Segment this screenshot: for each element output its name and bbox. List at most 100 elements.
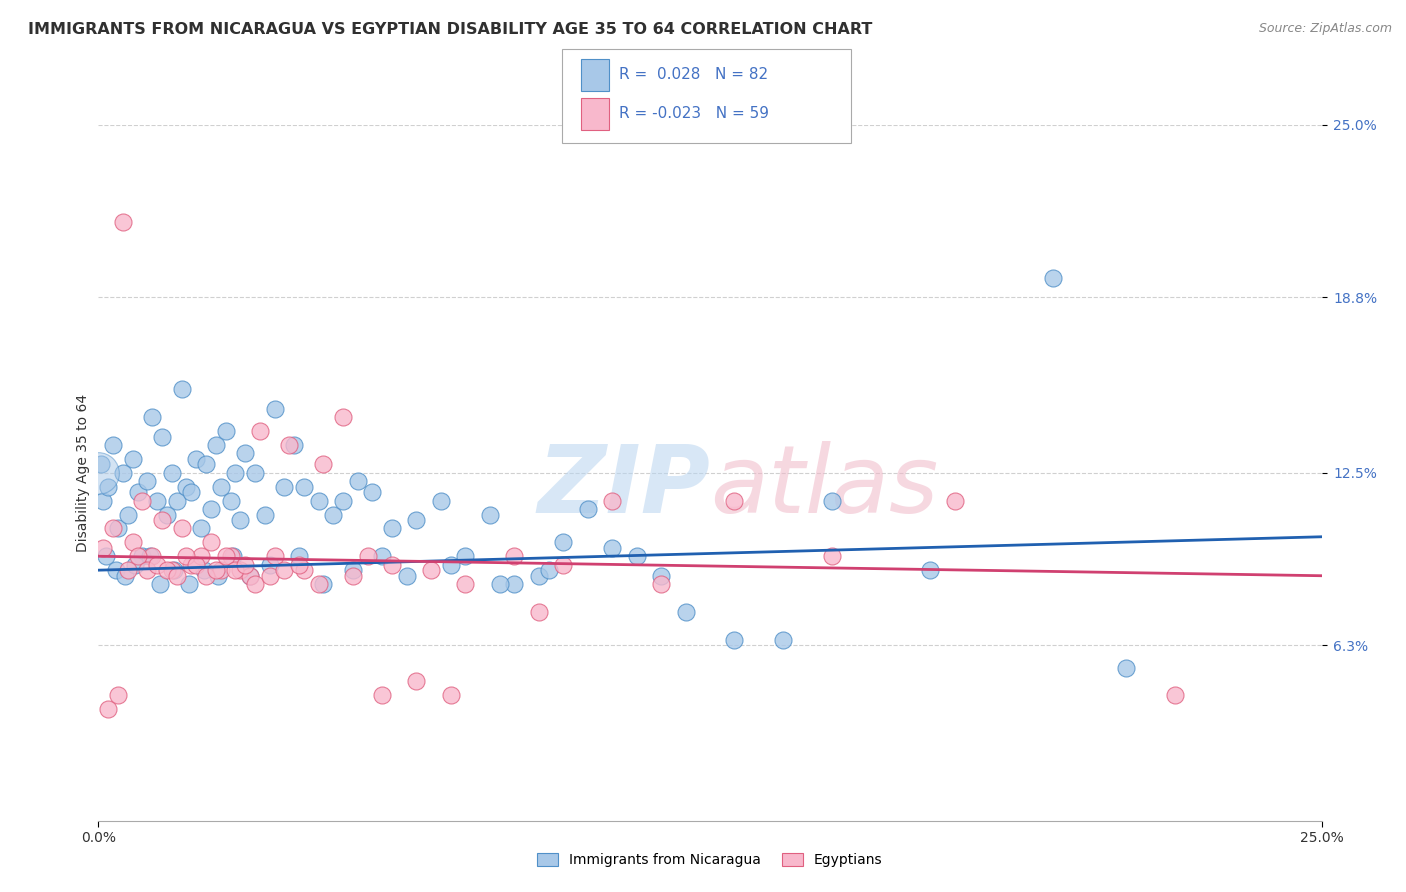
Point <box>107 521 129 535</box>
Point <box>190 521 212 535</box>
Point <box>166 568 188 582</box>
Point <box>454 549 477 564</box>
Point <box>488 577 510 591</box>
Point <box>229 513 252 527</box>
Point <box>190 549 212 564</box>
Point <box>214 424 236 438</box>
Point <box>219 493 242 508</box>
Text: R =  0.028   N = 82: R = 0.028 N = 82 <box>619 67 768 82</box>
Point <box>117 508 139 522</box>
Point <box>405 513 427 527</box>
Point <box>342 563 364 577</box>
Text: R = -0.023   N = 59: R = -0.023 N = 59 <box>619 106 769 121</box>
Point <box>278 438 301 452</box>
Text: ZIP: ZIP <box>537 441 710 533</box>
Point <box>440 689 463 703</box>
Point <box>943 493 966 508</box>
Point <box>90 458 112 472</box>
Point <box>146 493 169 508</box>
Point <box>371 689 394 703</box>
Point <box>292 563 315 577</box>
Point <box>553 535 575 549</box>
Point <box>176 480 198 494</box>
Point <box>503 577 526 591</box>
Point <box>97 480 120 494</box>
Text: IMMIGRANTS FROM NICARAGUA VS EGYPTIAN DISABILITY AGE 35 TO 64 CORRELATION CHART: IMMIGRANTS FROM NICARAGUA VS EGYPTIAN DI… <box>28 22 873 37</box>
Y-axis label: Disability Age 35 to 64: Disability Age 35 to 64 <box>76 393 90 552</box>
Point <box>312 577 335 591</box>
Point <box>166 493 188 508</box>
Point <box>273 480 295 494</box>
Point <box>553 558 575 572</box>
Point <box>920 563 942 577</box>
Point <box>177 577 200 591</box>
Point <box>478 508 501 522</box>
Point <box>170 382 193 396</box>
Point <box>94 549 117 564</box>
Point <box>170 521 193 535</box>
Point <box>381 558 404 572</box>
Point <box>156 563 179 577</box>
Point <box>273 563 295 577</box>
Point <box>537 563 560 577</box>
Text: atlas: atlas <box>710 442 938 533</box>
Point <box>395 568 418 582</box>
Point <box>420 563 443 577</box>
Point <box>600 541 623 555</box>
Point <box>723 632 745 647</box>
Point <box>121 451 143 466</box>
Point <box>454 577 477 591</box>
Point <box>600 493 623 508</box>
Point <box>101 521 124 535</box>
Point <box>209 563 232 577</box>
Point <box>186 451 208 466</box>
Point <box>821 493 844 508</box>
Point <box>200 535 222 549</box>
Point <box>233 446 256 460</box>
Point <box>131 549 153 564</box>
Point <box>219 549 242 564</box>
Point <box>193 563 215 577</box>
Point <box>332 410 354 425</box>
Point <box>136 563 159 577</box>
Point <box>111 466 134 480</box>
Point <box>224 563 246 577</box>
Point <box>243 466 266 480</box>
Point <box>527 568 550 582</box>
Point <box>229 563 252 577</box>
Point <box>97 702 120 716</box>
Point <box>150 513 173 527</box>
Point <box>104 563 127 577</box>
Legend: Immigrants from Nicaragua, Egyptians: Immigrants from Nicaragua, Egyptians <box>531 847 889 873</box>
Point <box>160 466 183 480</box>
Point <box>259 568 281 582</box>
Point <box>1115 660 1137 674</box>
Point <box>650 568 672 582</box>
Point <box>101 438 124 452</box>
Point <box>91 541 114 555</box>
Point <box>127 549 149 564</box>
Point <box>87 466 110 480</box>
Point <box>772 632 794 647</box>
Point <box>156 508 179 522</box>
Point <box>292 480 315 494</box>
Point <box>180 558 202 572</box>
Point <box>239 568 262 582</box>
Point <box>263 549 285 564</box>
Point <box>233 558 256 572</box>
Point <box>527 605 550 619</box>
Point <box>356 549 378 564</box>
Point <box>440 558 463 572</box>
Point <box>650 577 672 591</box>
Point <box>224 466 246 480</box>
Point <box>430 493 453 508</box>
Point <box>124 558 146 572</box>
Point <box>346 474 368 488</box>
Point <box>146 558 169 572</box>
Point <box>195 458 218 472</box>
Point <box>243 577 266 591</box>
Text: Source: ZipAtlas.com: Source: ZipAtlas.com <box>1258 22 1392 36</box>
Point <box>405 674 427 689</box>
Point <box>91 493 114 508</box>
Point <box>200 502 222 516</box>
